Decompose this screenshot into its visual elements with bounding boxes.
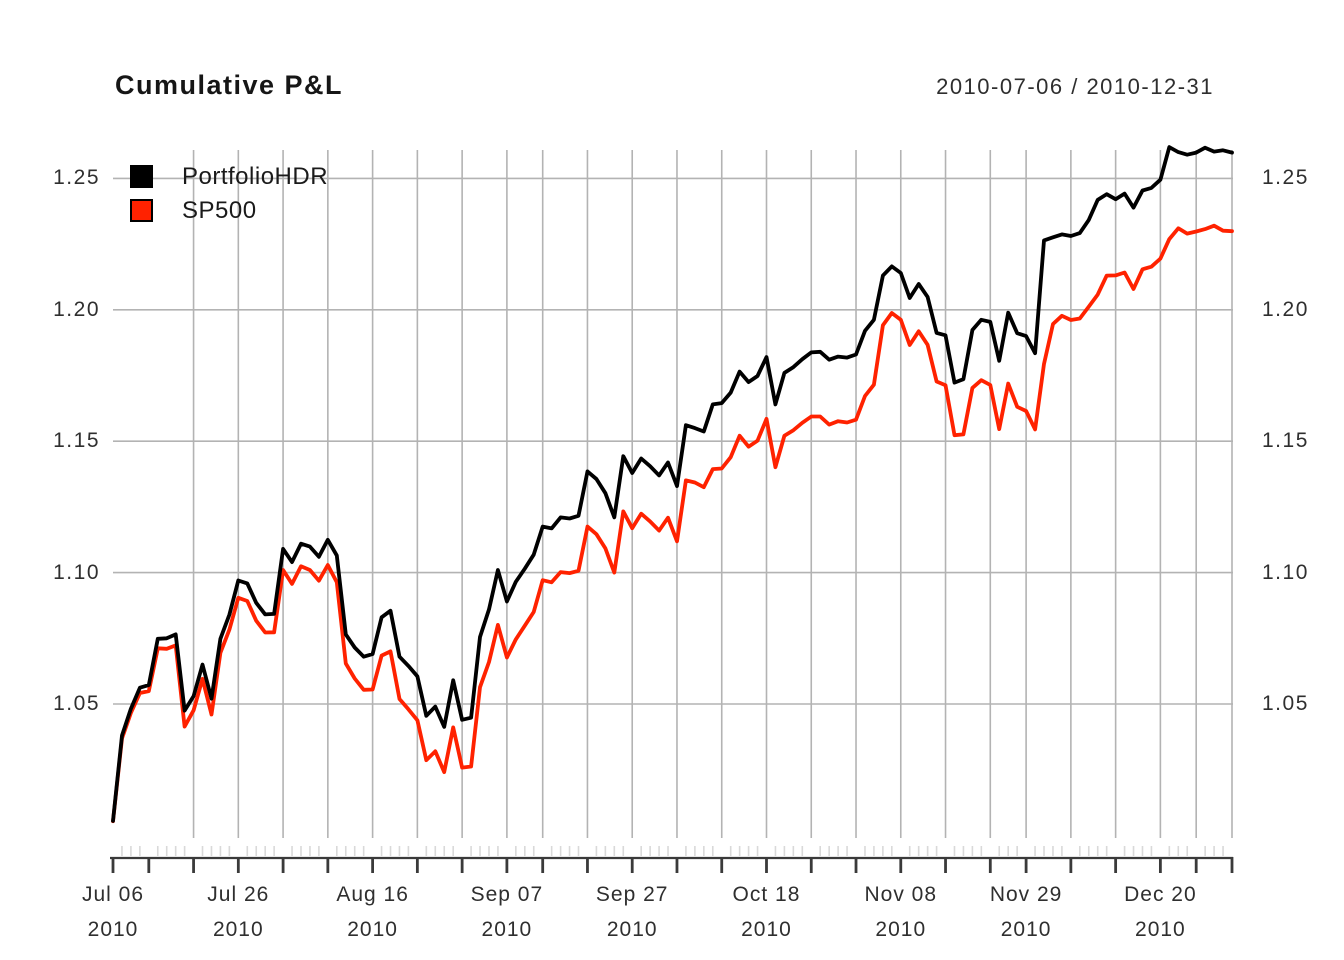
portfoliohdr-swatch-icon xyxy=(130,165,153,188)
x-axis-label-year: 2010 xyxy=(481,918,533,941)
x-axis-label-year: 2010 xyxy=(875,918,927,941)
x-axis-label-year: 2010 xyxy=(1000,918,1052,941)
date-range-label: 2010-07-06 / 2010-12-31 xyxy=(936,74,1214,99)
x-axis-label-date: Sep 27 xyxy=(595,883,669,906)
y-axis-label-right: 1.05 xyxy=(1262,692,1309,715)
series-line-portfoliohdr xyxy=(111,145,1234,823)
series-line-sp500 xyxy=(111,223,1234,824)
y-axis-label-left: 1.25 xyxy=(53,166,100,190)
x-axis-label-year: 2010 xyxy=(212,918,264,941)
y-axis-label-right: 1.25 xyxy=(1262,166,1309,190)
chart-title: Cumulative P&L xyxy=(115,70,344,100)
legend-label-sp500: SP500 xyxy=(182,196,257,224)
x-axis-label-date: Jul 26 xyxy=(207,883,270,906)
y-axis-label-right: 1.20 xyxy=(1262,297,1309,321)
legend-label-portfoliohdr: PortfolioHDR xyxy=(182,162,329,190)
x-axis-label-date: Oct 18 xyxy=(732,883,801,906)
legend: PortfolioHDR SP500 xyxy=(130,162,329,224)
legend-item-sp500: SP500 xyxy=(130,196,328,224)
x-axis-label-date: Nov 08 xyxy=(864,883,938,906)
x-axis-label-date: Aug 16 xyxy=(336,883,409,906)
x-axis-label-date: Sep 07 xyxy=(470,883,544,906)
y-axis-label-right: 1.15 xyxy=(1262,429,1309,453)
x-axis-label-year: 2010 xyxy=(606,918,658,941)
y-axis-label-left: 1.05 xyxy=(53,692,100,715)
sp500-swatch-icon xyxy=(130,199,153,222)
x-axis-label-date: Dec 20 xyxy=(1124,883,1197,906)
legend-item-portfoliohdr: PortfolioHDR xyxy=(130,162,329,190)
x-axis-label-year: 2010 xyxy=(1135,918,1186,941)
x-axis-label-year: 2010 xyxy=(347,918,398,941)
y-axis-label-left: 1.20 xyxy=(53,297,100,321)
x-axis-label-year: 2010 xyxy=(741,918,792,941)
y-axis-label-left: 1.15 xyxy=(53,429,100,453)
y-axis-label-right: 1.10 xyxy=(1262,560,1309,584)
x-axis-label-year: 2010 xyxy=(87,918,139,941)
x-axis-label-date: Jul 06 xyxy=(81,883,145,906)
y-axis-label-left: 1.10 xyxy=(53,560,100,584)
x-axis-label-date: Nov 29 xyxy=(989,883,1063,906)
